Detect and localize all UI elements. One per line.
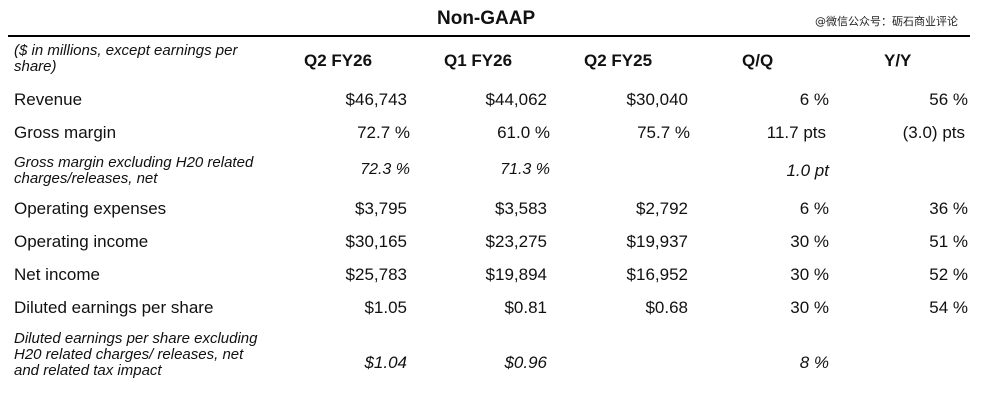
units-note: ($ in millions, except earnings per shar… — [14, 42, 238, 75]
row-label: Diluted earnings per share excluding H20… — [14, 330, 258, 379]
col-header-q2fy26: Q2 FY26 — [304, 51, 373, 70]
table-title: Non-GAAP — [437, 8, 536, 29]
row-label: Operating income — [14, 232, 149, 251]
cell-q2fy25: $16,952 — [626, 265, 688, 284]
cell-q1fy26: $44,062 — [485, 90, 547, 109]
header-rule — [8, 35, 970, 37]
cell-q1fy26: 61.0 % — [497, 123, 550, 142]
cell-qq: 8 % — [799, 353, 829, 372]
cell-q2fy26: 72.7 % — [357, 123, 410, 142]
cell-q2fy26: $30,165 — [345, 232, 407, 251]
cell-q2fy25: $2,792 — [636, 199, 688, 218]
cell-q2fy25: $30,040 — [626, 90, 688, 109]
cell-qq: 6 % — [799, 199, 829, 218]
cell-qq: 30 % — [790, 265, 829, 284]
cell-yy: 52 % — [929, 265, 968, 284]
cell-qq: 11.7 pts — [766, 123, 826, 142]
cell-q1fy26: $23,275 — [485, 232, 547, 251]
cell-yy: (3.0) pts — [902, 123, 965, 142]
cell-q1fy26: 71.3 % — [500, 161, 550, 178]
cell-q2fy26: $1.04 — [364, 353, 407, 372]
row-label: Diluted earnings per share — [14, 298, 214, 317]
col-header-q1fy26: Q1 FY26 — [444, 51, 513, 70]
cell-q2fy26: $46,743 — [345, 90, 407, 109]
row-label: Net income — [14, 265, 100, 284]
row-label: Revenue — [14, 90, 83, 109]
cell-q2fy25: 75.7 % — [637, 123, 690, 142]
cell-q1fy26: $19,894 — [485, 265, 547, 284]
cell-q1fy26: $0.81 — [504, 298, 547, 317]
cell-q2fy26: $3,795 — [355, 199, 407, 218]
row-label: Gross margin excluding H20 related charg… — [14, 154, 254, 187]
cell-q2fy26: 72.3 % — [360, 161, 410, 178]
cell-qq: 30 % — [790, 232, 829, 251]
row-label: Operating expenses — [14, 199, 167, 218]
cell-yy: 51 % — [929, 232, 968, 251]
watermark: @微信公众号：砺石商业评论 — [815, 15, 958, 28]
cell-q2fy25: $0.68 — [645, 298, 688, 317]
cell-qq: 30 % — [790, 298, 829, 317]
cell-yy: 54 % — [929, 298, 968, 317]
cell-qq: 1.0 pt — [786, 161, 829, 180]
cell-q1fy26: $3,583 — [495, 199, 547, 218]
cell-qq: 6 % — [799, 90, 829, 109]
cell-yy: 36 % — [929, 199, 968, 218]
cell-q2fy25: $19,937 — [626, 232, 688, 251]
cell-q2fy26: $1.05 — [364, 298, 407, 317]
col-header-yy: Y/Y — [884, 51, 912, 70]
col-header-qq: Q/Q — [742, 51, 774, 70]
row-label: Gross margin — [14, 123, 117, 142]
col-header-q2fy25: Q2 FY25 — [584, 51, 653, 70]
cell-yy: 56 % — [929, 90, 968, 109]
cell-q2fy26: $25,783 — [345, 265, 407, 284]
cell-q1fy26: $0.96 — [504, 353, 547, 372]
